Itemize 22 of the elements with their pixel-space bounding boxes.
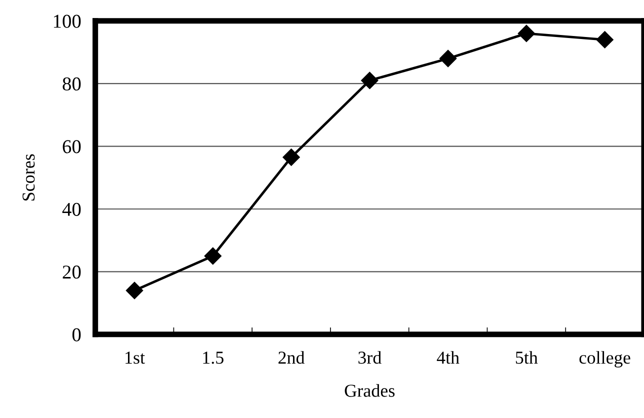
y-axis-title: Scores (22, 154, 35, 201)
y-tick-label: 60 (62, 140, 81, 154)
point (518, 24, 535, 42)
x-tick-label: 1.5 (203, 352, 224, 364)
y-tick-label: 40 (62, 202, 81, 216)
y-tick-label: 0 (72, 328, 81, 342)
x-tick-label: 4th (436, 351, 460, 364)
point (204, 247, 222, 265)
point (126, 282, 144, 300)
y-tick-label: 80 (62, 77, 81, 91)
point (439, 50, 457, 68)
x-tick-label: 2nd (278, 351, 305, 364)
y-tick-label: 100 (54, 14, 81, 28)
x-tick-label: 5th (516, 351, 538, 364)
x-tick-label: college (579, 351, 630, 368)
x-tick-label: 1st (126, 352, 145, 364)
y-tick-label: 20 (62, 266, 81, 279)
point (361, 72, 378, 90)
x-axis-title: Grades (344, 384, 395, 397)
point (282, 148, 300, 166)
x-tick-label: 3rd (358, 351, 382, 364)
point (596, 31, 614, 48)
